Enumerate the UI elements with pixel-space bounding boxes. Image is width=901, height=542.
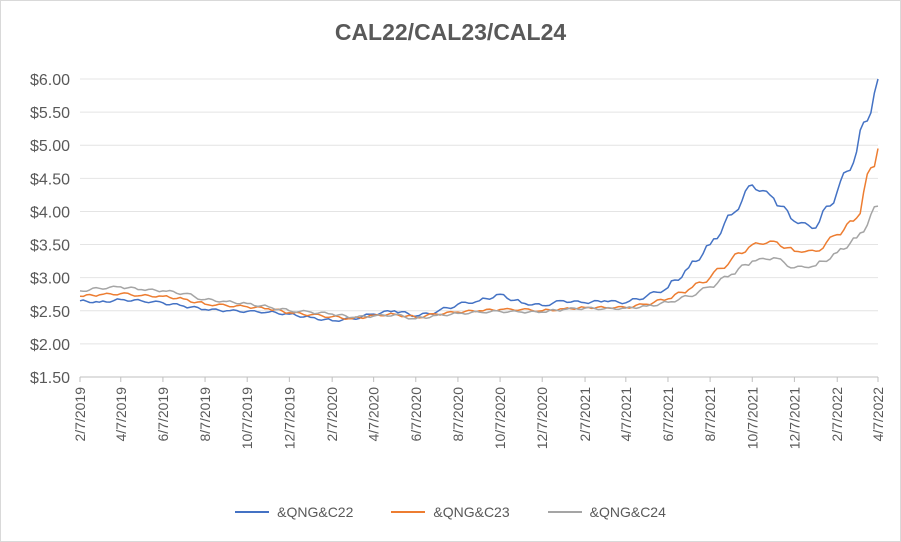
x-tick-label: 4/7/2019 — [113, 387, 129, 442]
x-tick-label: 12/7/2020 — [534, 387, 550, 449]
y-axis-ticks: $6.00 $5.50 $5.00 $4.50 $4.00 $3.50 $3.00 $2.50… — [30, 72, 70, 387]
x-tick-label: 6/7/2021 — [660, 387, 676, 442]
y-tick-label: $6.00 — [30, 72, 70, 89]
legend-swatch-c23 — [391, 511, 426, 513]
legend-swatch-c24 — [547, 511, 582, 513]
legend-label-c22: &QNG&C22 — [277, 504, 354, 520]
x-axis-ticks: 2/7/2019 4/7/2019 6/7/2019 8/7/2019 10/7/201… — [72, 377, 886, 449]
y-tick-label: $1.50 — [30, 370, 70, 387]
y-tick-label: $5.00 — [30, 138, 70, 155]
x-tick-label: 10/7/2021 — [744, 387, 760, 449]
legend-label-c24: &QNG&C24 — [589, 504, 666, 520]
x-tick-label: 6/7/2020 — [408, 387, 424, 442]
legend-item-c24: &QNG&C24 — [547, 504, 666, 520]
y-tick-label: $5.50 — [30, 105, 70, 122]
x-tick-label: 6/7/2019 — [155, 387, 171, 442]
x-tick-label: 2/7/2022 — [829, 387, 845, 442]
legend-item-c23: &QNG&C23 — [391, 504, 510, 520]
x-tick-label: 4/7/2022 — [870, 387, 886, 442]
x-tick-label: 8/7/2019 — [197, 387, 213, 442]
legend: &QNG&C22 &QNG&C23 &QNG&C24 — [1, 504, 900, 520]
x-tick-label: 8/7/2020 — [450, 387, 466, 442]
series-line-24 — [79, 205, 879, 320]
y-tick-label: $4.00 — [30, 204, 70, 221]
x-tick-label: 2/7/2020 — [324, 387, 340, 442]
series-lines — [79, 78, 879, 323]
y-tick-label: $2.50 — [30, 304, 70, 321]
legend-swatch-c22 — [235, 511, 270, 513]
series-line-22 — [79, 78, 879, 323]
y-tick-label: $3.00 — [30, 271, 70, 288]
x-tick-label: 12/7/2019 — [281, 387, 297, 449]
y-tick-label: $4.50 — [30, 171, 70, 188]
x-tick-label: 4/7/2020 — [366, 387, 382, 442]
x-tick-label: 8/7/2021 — [702, 387, 718, 442]
legend-label-c23: &QNG&C23 — [433, 504, 510, 520]
series-line-23 — [79, 148, 879, 321]
legend-item-c22: &QNG&C22 — [235, 504, 353, 520]
x-tick-label: 2/7/2021 — [577, 387, 593, 442]
y-tick-label: $2.00 — [30, 337, 70, 354]
x-tick-label: 4/7/2021 — [618, 387, 634, 442]
y-tick-label: $3.50 — [30, 238, 70, 255]
x-tick-label: 10/7/2020 — [492, 387, 508, 449]
gridlines — [80, 78, 878, 378]
x-tick-label: 10/7/2019 — [239, 387, 255, 449]
chart-title: CAL22/CAL23/CAL24 — [334, 19, 567, 45]
x-tick-label: 12/7/2021 — [786, 387, 802, 449]
x-tick-label: 2/7/2019 — [72, 387, 88, 442]
